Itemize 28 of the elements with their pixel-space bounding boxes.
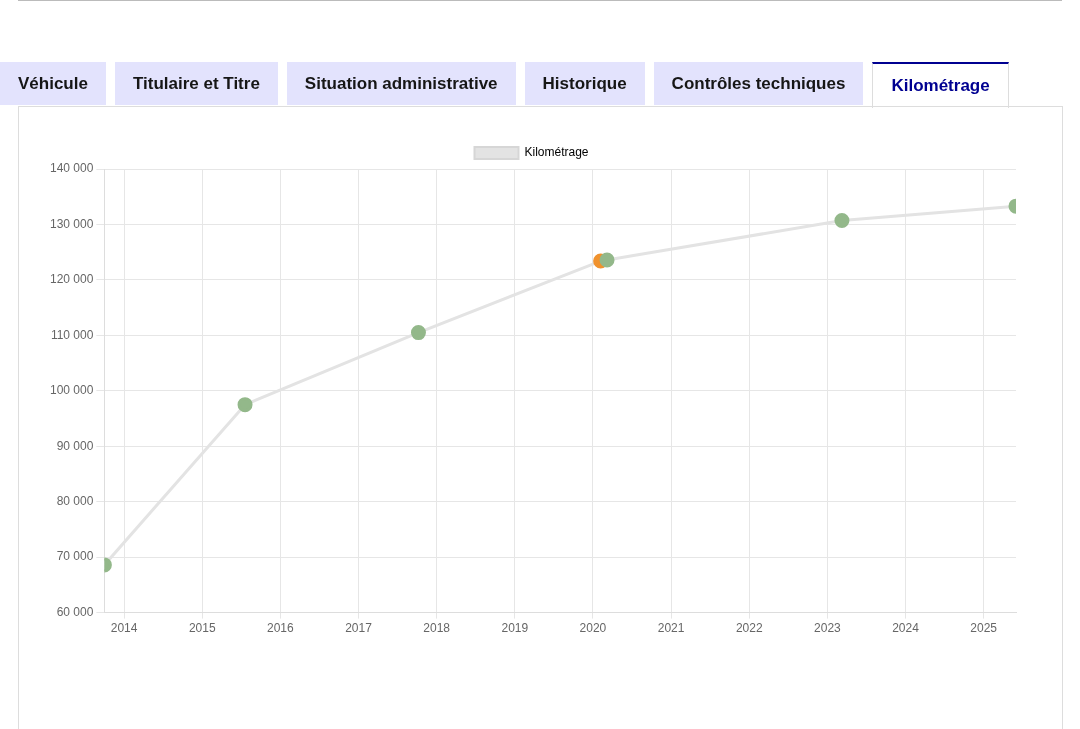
x-tick-label: 2023 (814, 621, 842, 636)
y-tick-label: 60 000 (56, 604, 94, 619)
y-tick-label: 120 000 (49, 272, 94, 287)
y-tick-label: 80 000 (56, 494, 94, 509)
y-tick-label: 110 000 (50, 327, 94, 342)
text: Situation administrative (286, 62, 516, 105)
x-tick-label: 2022 (735, 621, 763, 636)
text: Contrôles techniques (653, 62, 864, 105)
x-tick-label: 2014 (110, 621, 138, 636)
x-tick-label: 2024 (892, 621, 920, 636)
x-tick-label: 2019 (501, 621, 529, 636)
y-tick-label: 140 000 (49, 161, 94, 176)
text: Kilométrage (872, 62, 1009, 108)
x-tick-label: 2025 (970, 621, 998, 636)
text: Véhicule (0, 62, 106, 105)
text: Historique (524, 62, 645, 105)
x-tick-label: 2016 (267, 621, 295, 636)
x-tick-label: 2021 (657, 621, 685, 636)
x-tick-label: 2018 (423, 621, 451, 636)
text: Titulaire et Titre (114, 62, 278, 105)
x-tick-label: 2017 (345, 621, 373, 636)
legend-label: Kilométrage (524, 145, 589, 160)
y-tick-label: 90 000 (56, 438, 94, 453)
y-tick-label: 130 000 (49, 216, 94, 231)
x-tick-label: 2020 (579, 621, 607, 636)
y-tick-label: 100 000 (49, 383, 94, 398)
x-tick-label: 2015 (188, 621, 216, 636)
y-tick-label: 70 000 (56, 549, 94, 564)
